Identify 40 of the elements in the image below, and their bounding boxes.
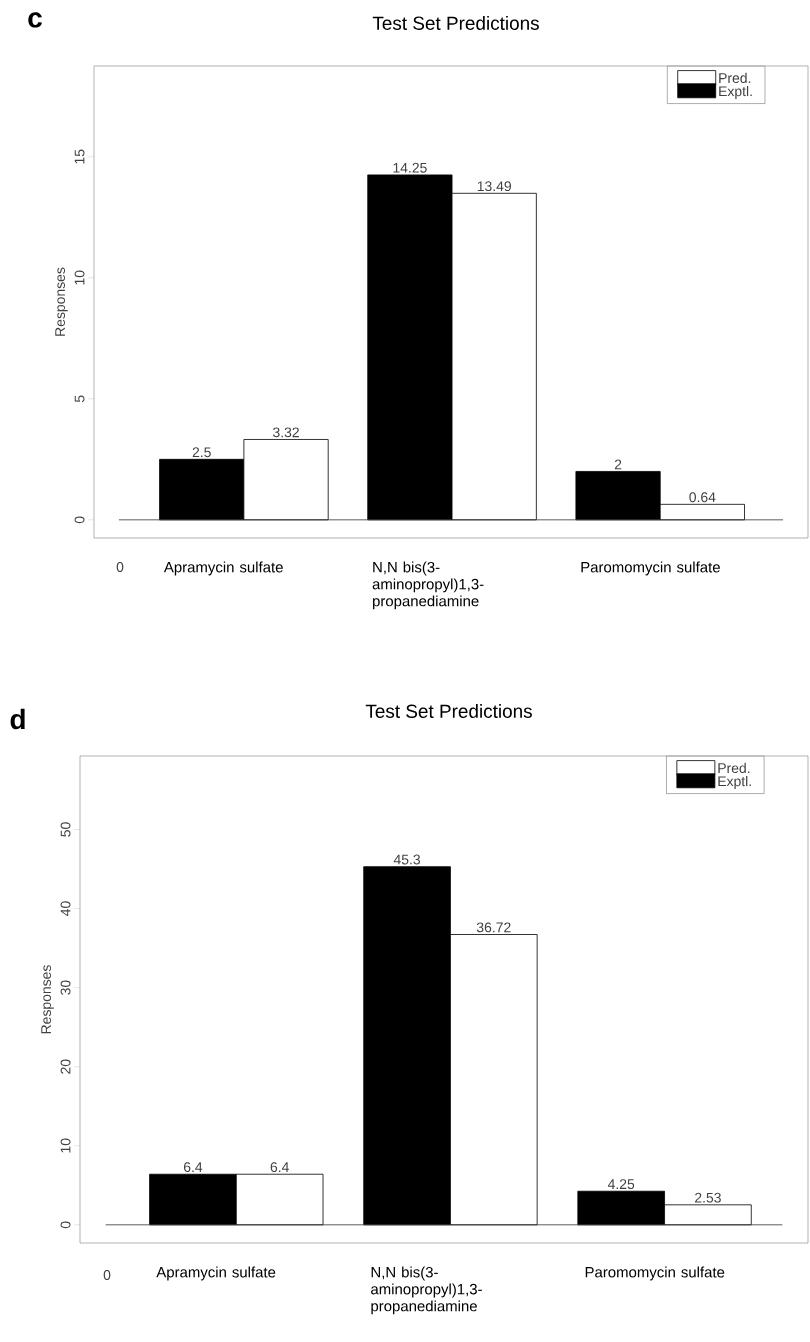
chart-title: Test Set Predictions (372, 16, 539, 30)
data-label: 2.53 (695, 1192, 721, 1203)
y-tick-label: 20 (60, 1059, 71, 1074)
y-tick-label: 10 (60, 1138, 71, 1153)
y-tick-label: 40 (60, 901, 71, 917)
y-tick-label: 30 (60, 980, 71, 995)
data-label: 2.5 (192, 447, 211, 458)
x-tick-label: N,N bis(3-aminopropyl)1,3-propanediamine (371, 1266, 482, 1315)
x-tick-label: Apramycin sulfate (163, 561, 283, 576)
y-axis-title: Responses (55, 267, 68, 336)
data-label: 13.49 (477, 181, 511, 192)
y-tick-label: 50 (60, 822, 71, 837)
data-label: 6.4 (270, 1162, 289, 1173)
data-label: 36.72 (476, 922, 511, 933)
y-tick-label: 15 (74, 149, 85, 164)
legend-label: Pred. (718, 762, 750, 774)
y-tick-label: 0 (60, 1221, 71, 1229)
text: c (28, 12, 42, 28)
x-tick-label: N,N bis(3-aminopropyl)1,3-propanediamine (372, 561, 484, 610)
data-label: 0.64 (689, 492, 716, 503)
x-tick-label: Apramycin sulfate (156, 1266, 276, 1281)
text: 0 (103, 1270, 111, 1280)
y-tick-label: 5 (74, 395, 85, 403)
legend-label: Exptl. (718, 775, 751, 789)
x-tick-label: Paromomycin sulfate (581, 561, 720, 576)
y-tick-label: 10 (74, 270, 85, 285)
data-label: 3.32 (272, 427, 299, 438)
legend-label: Pred. (719, 72, 751, 84)
chart-title: Test Set Predictions (365, 704, 532, 718)
data-label: 2 (614, 459, 622, 470)
data-label: 14.25 (393, 162, 427, 173)
legend-label: Exptl. (719, 85, 752, 99)
y-tick-label: 0 (74, 516, 85, 524)
data-label: 45.3 (393, 854, 421, 865)
y-axis-title: Responses (41, 965, 54, 1034)
text: 0 (116, 562, 124, 572)
data-label: 4.25 (607, 1179, 635, 1190)
data-label: 6.4 (183, 1162, 203, 1173)
text: d (10, 708, 25, 730)
x-tick-label: Paromomycin sulfate (585, 1266, 725, 1281)
